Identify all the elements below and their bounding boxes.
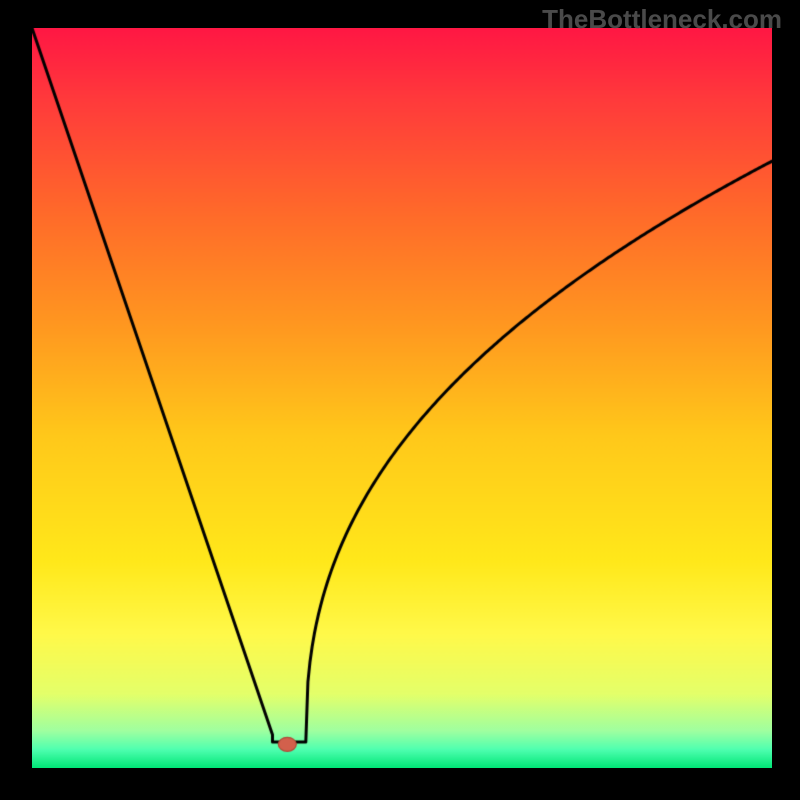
chart-container: TheBottleneck.com: [0, 0, 800, 800]
watermark-text: TheBottleneck.com: [542, 4, 782, 35]
plot-area: [32, 28, 772, 768]
bottleneck-curve: [32, 28, 772, 768]
